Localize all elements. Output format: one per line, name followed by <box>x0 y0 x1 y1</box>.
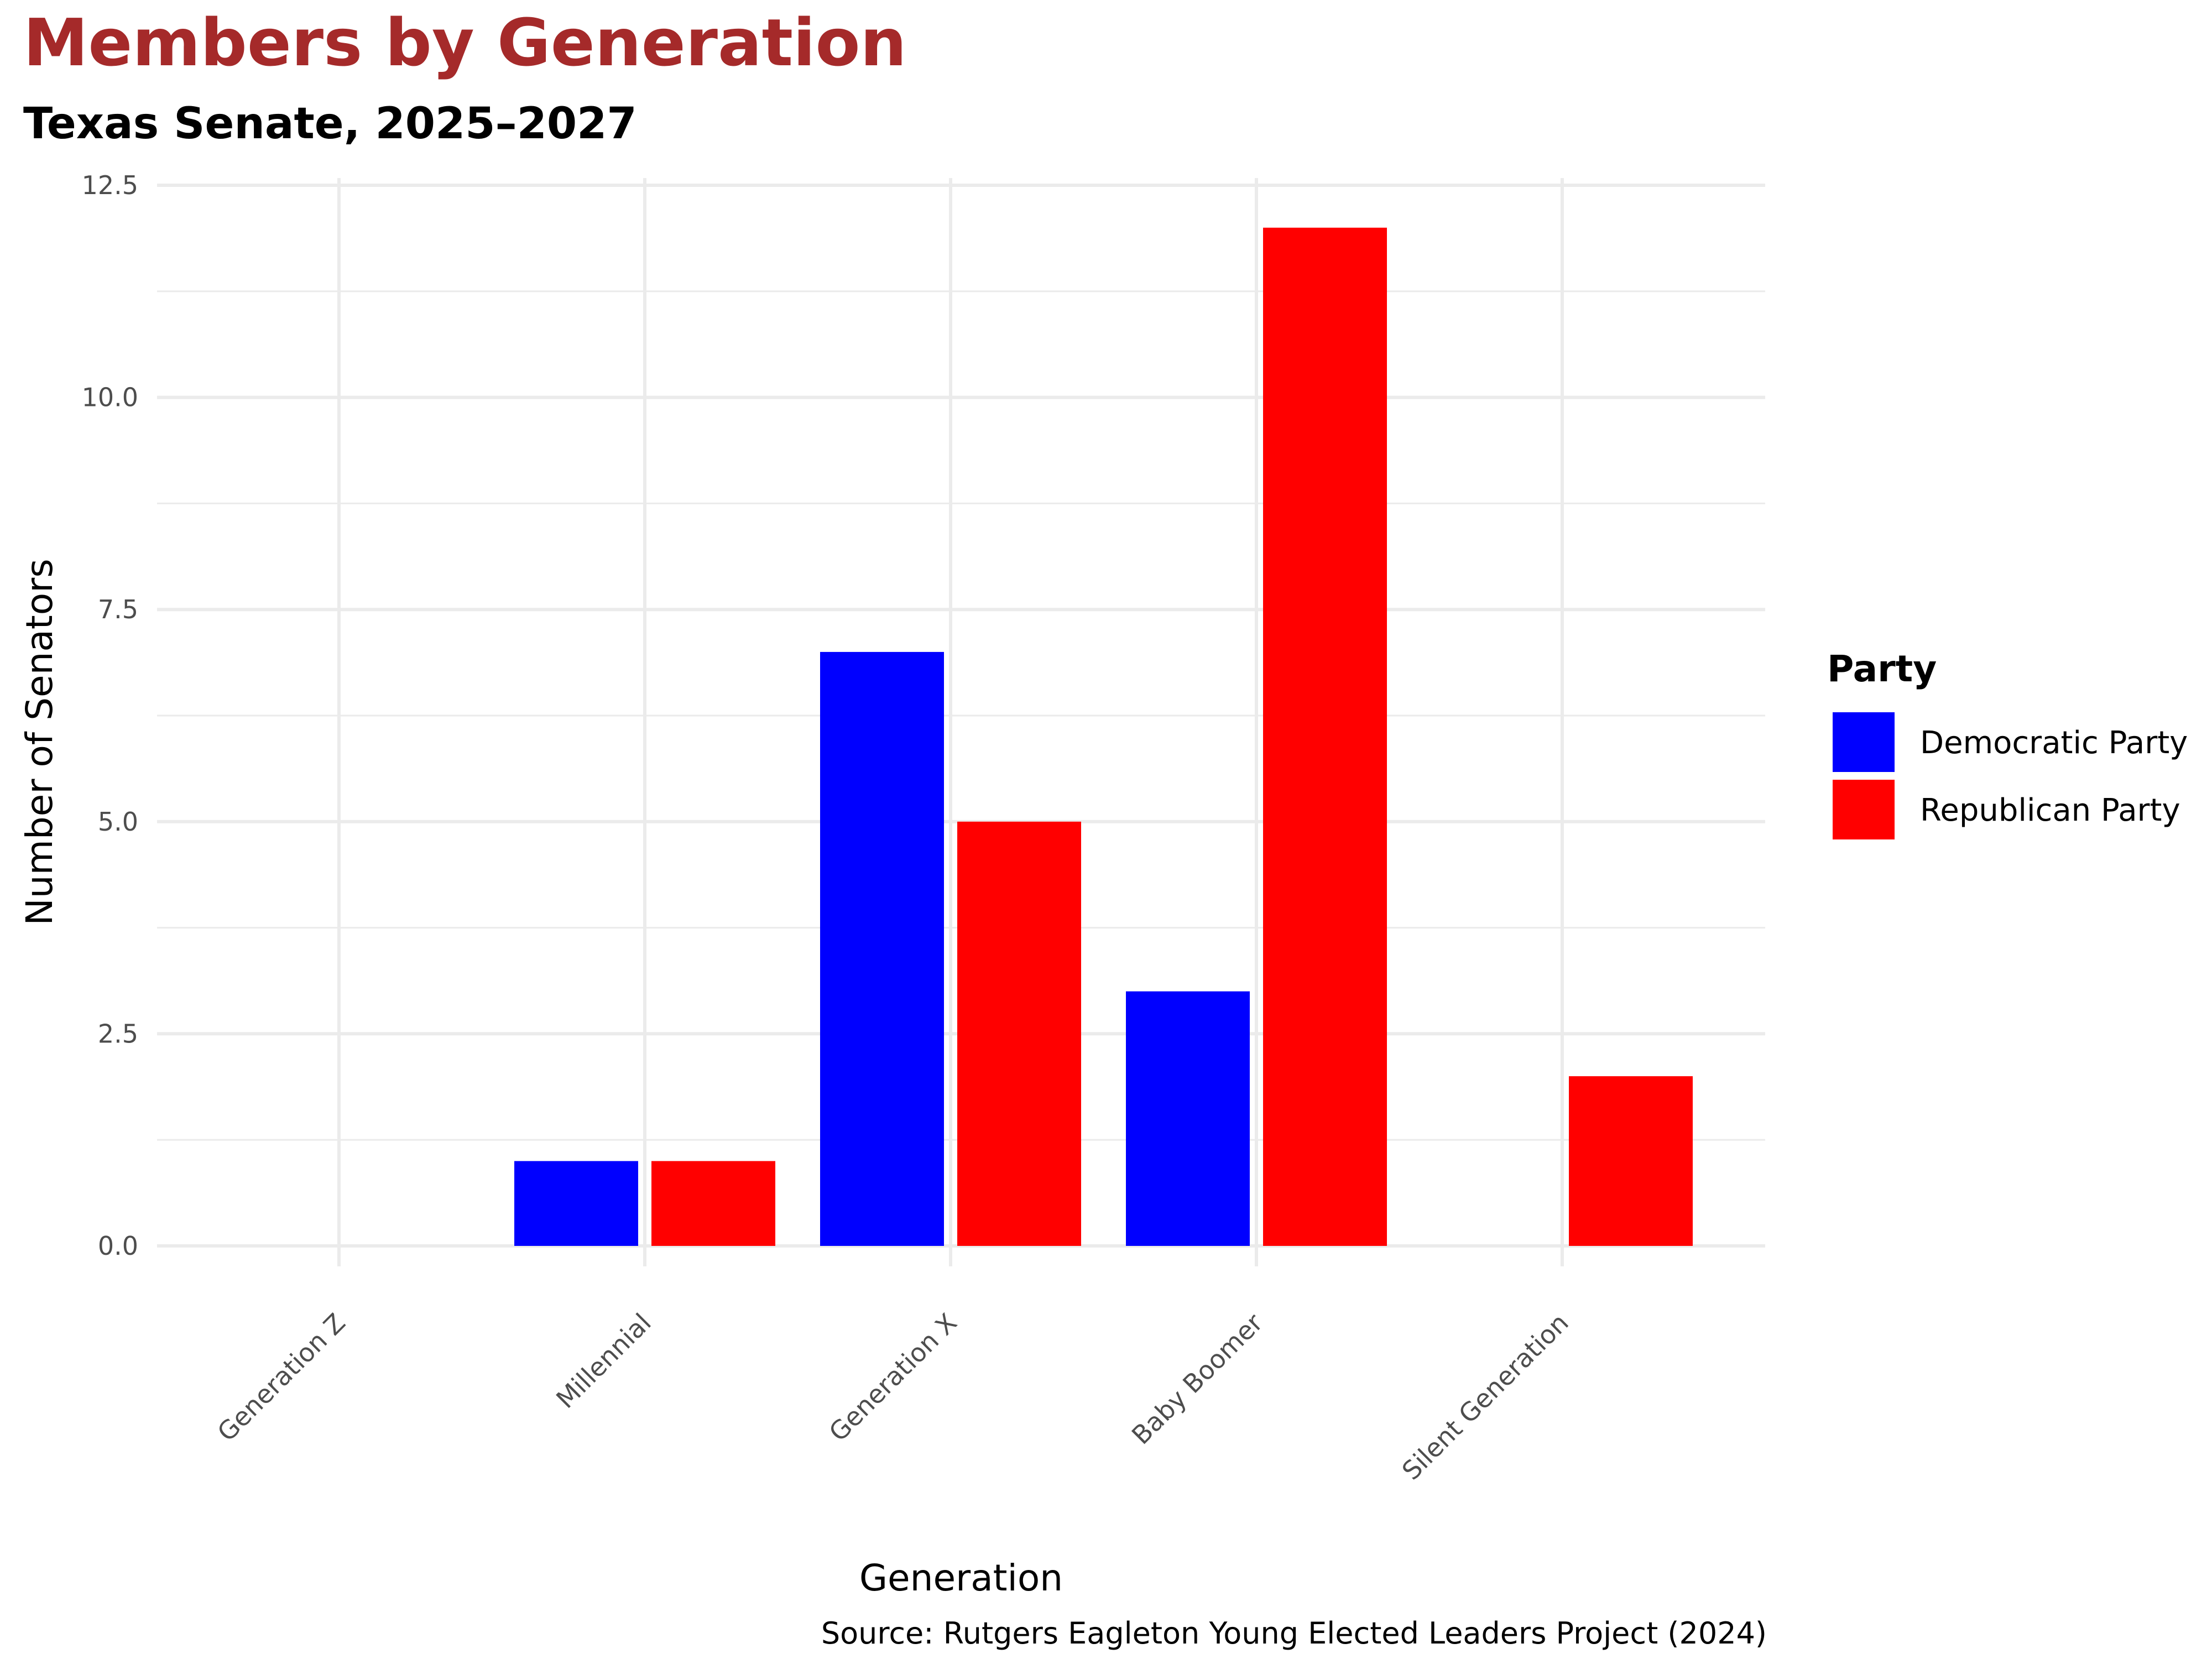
x-axis-title: Generation <box>859 1557 1063 1599</box>
chart-title: Members by Generation <box>23 4 907 81</box>
source-caption: Source: Rutgers Eagleton Young Elected L… <box>821 1616 1767 1651</box>
bar-republican-party-baby-boomer <box>1263 227 1387 1246</box>
legend-label: Republican Party <box>1920 792 2180 828</box>
legend-label: Democratic Party <box>1920 725 2188 761</box>
bar-democratic-party-baby-boomer <box>1126 991 1250 1246</box>
bar-republican-party-millennial <box>651 1161 775 1246</box>
x-tick-label: Silent Generation <box>1396 1308 1574 1486</box>
y-axis-title: Number of Senators <box>18 559 61 925</box>
y-tick-label: 5.0 <box>98 807 138 837</box>
y-tick-label: 10.0 <box>82 383 138 413</box>
bar-republican-party-silent-generation <box>1569 1076 1693 1246</box>
bars <box>514 227 1693 1246</box>
x-axis-ticks: Generation Z Millennial Generation X Baby B… <box>212 1308 1574 1486</box>
y-tick-label: 12.5 <box>82 170 138 200</box>
x-tick-label: Generation Z <box>212 1308 351 1447</box>
legend-swatch <box>1833 712 1895 772</box>
bar-democratic-party-generation-x <box>820 651 944 1246</box>
bar-democratic-party-millennial <box>514 1161 638 1246</box>
x-tick-label: Generation X <box>823 1308 963 1447</box>
legend-swatch <box>1833 780 1895 839</box>
y-tick-label: 0.0 <box>98 1231 138 1261</box>
x-tick-label: Baby Boomer <box>1126 1308 1269 1451</box>
legend: Party Democratic Party Republican Party <box>1827 648 2188 839</box>
y-axis-ticks: 0.0 2.5 5.0 7.5 10.0 12.5 <box>82 170 138 1261</box>
y-tick-label: 7.5 <box>98 594 138 624</box>
bar-republican-party-generation-x <box>957 821 1081 1246</box>
legend-title: Party <box>1827 648 1937 690</box>
x-tick-label: Millennial <box>550 1308 657 1415</box>
chart-subtitle: Texas Senate, 2025–2027 <box>23 99 637 149</box>
y-tick-label: 2.5 <box>98 1019 138 1048</box>
